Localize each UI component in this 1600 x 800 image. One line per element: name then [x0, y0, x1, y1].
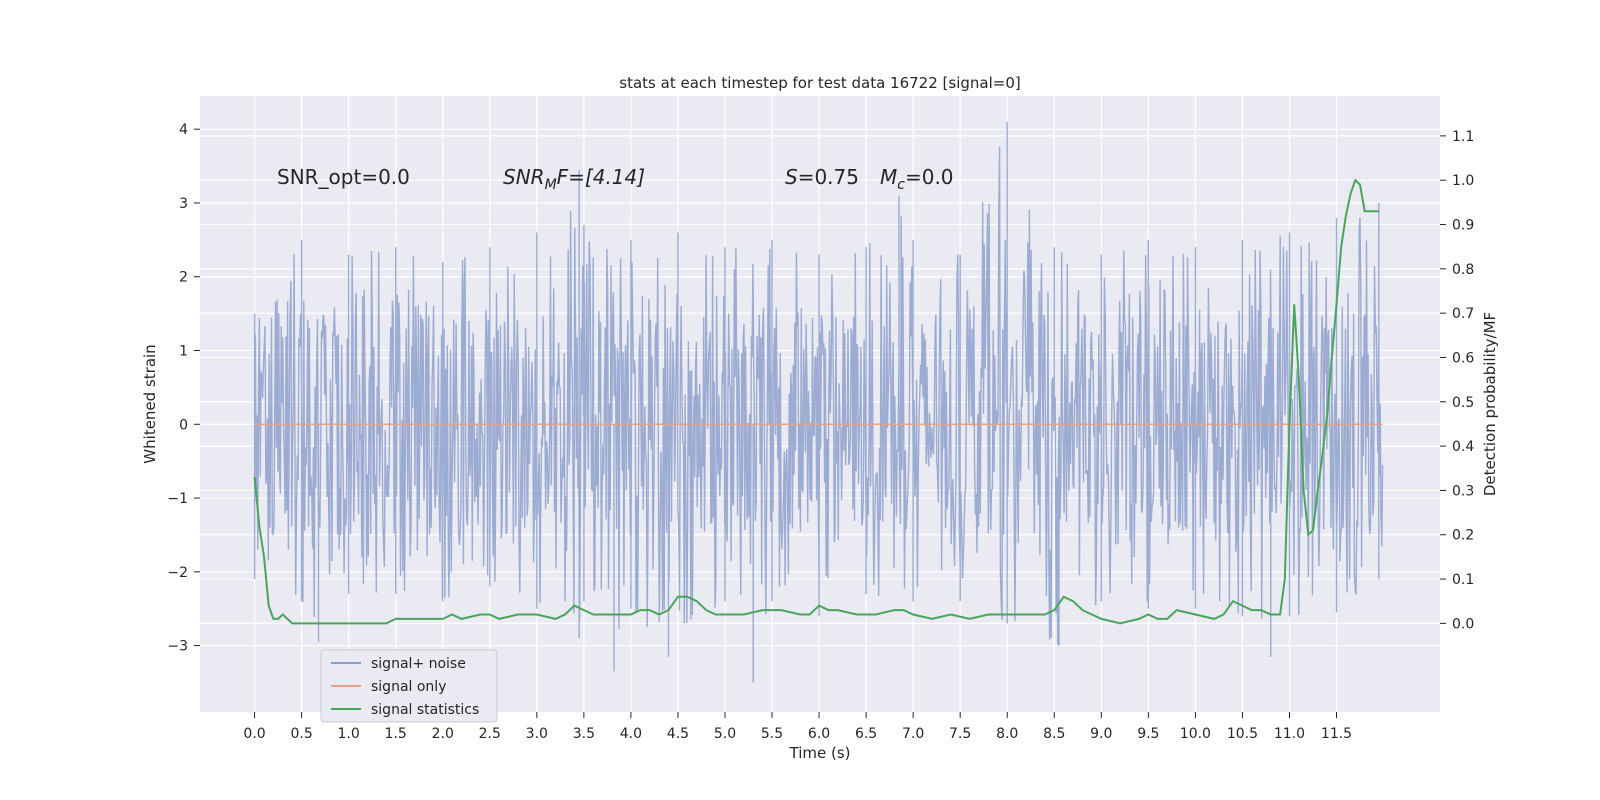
y-right-tick-label: 0.2 — [1452, 528, 1474, 544]
y-right-axis-ticks: 0.0 0.1 0.2 0.3 0.4 0.5 0.6 0.7 0.8 0.9 1.0 1.1 — [1440, 129, 1474, 632]
y-right-tick-label: 0.8 — [1452, 262, 1474, 278]
annotation-mc: Mc=0.0 — [880, 165, 954, 193]
y-right-tick-label: 0.4 — [1452, 439, 1474, 455]
snr-mf-subscript: M — [545, 177, 557, 193]
x-tick-label: 9.0 — [1090, 726, 1112, 742]
x-tick-label: 2.5 — [479, 726, 501, 742]
x-tick-label: 10.0 — [1180, 726, 1211, 742]
x-tick-label: 0.5 — [290, 726, 312, 742]
y-axis-label: Whitened strain — [141, 344, 159, 463]
x-tick-label: 5.5 — [761, 726, 783, 742]
y-right-tick-label: 0.9 — [1452, 218, 1474, 234]
x-axis-ticks: 0.0 0.5 1.0 1.5 2.0 2.5 3.0 3.5 4.0 4.5 5.0 5.5 6.0 6… — [243, 712, 1352, 742]
y-right-tick-label: 0.5 — [1452, 395, 1474, 411]
y-right-axis-label: Detection probability/MF — [1481, 312, 1499, 496]
chart-title: stats at each timestep for test data 167… — [619, 74, 1020, 92]
x-tick-label: 0.0 — [243, 726, 265, 742]
annotation-s: S=0.75 — [785, 165, 859, 189]
x-tick-label: 11.0 — [1274, 726, 1305, 742]
x-tick-label: 9.5 — [1137, 726, 1159, 742]
legend-label-noise: signal+ noise — [371, 656, 466, 672]
y-tick-label: 4 — [179, 122, 188, 138]
annotation-snr-mf: SNRMF=[4.14] — [503, 165, 645, 193]
x-tick-label: 4.0 — [620, 726, 642, 742]
annotation-snr-opt: SNR_opt=0.0 — [277, 165, 410, 189]
x-tick-label: 8.5 — [1043, 726, 1065, 742]
series-line-signal-statistics — [253, 178, 1379, 625]
x-tick-label: 1.0 — [338, 726, 360, 742]
mc-symbol: M — [880, 165, 897, 189]
y-right-tick-label: 0.3 — [1452, 483, 1474, 499]
y-tick-label: 2 — [179, 270, 188, 286]
y-right-tick-label: 1.0 — [1452, 173, 1474, 189]
snr-mf-value: F=[4.14] — [557, 165, 645, 189]
y-right-tick-label: 0.7 — [1452, 306, 1474, 322]
x-tick-label: 3.0 — [526, 726, 548, 742]
noise-series-layer — [253, 121, 1384, 683]
y-axis-ticks: −3 −2 −1 0 1 2 3 4 — [167, 122, 200, 655]
y-tick-label: −3 — [167, 639, 188, 655]
series-line-signal-plus-noise — [253, 121, 1384, 683]
x-tick-label: 10.5 — [1227, 726, 1258, 742]
s-value: =0.75 — [798, 165, 859, 189]
x-tick-label: 11.5 — [1321, 726, 1352, 742]
x-tick-label: 8.0 — [996, 726, 1018, 742]
y-right-tick-label: 0.0 — [1452, 616, 1474, 632]
x-tick-label: 2.0 — [432, 726, 454, 742]
y-right-tick-label: 0.1 — [1452, 572, 1474, 588]
y-tick-label: −2 — [167, 565, 188, 581]
snr-mf-symbol: SNR — [503, 165, 545, 189]
x-tick-label: 6.0 — [808, 726, 830, 742]
x-tick-label: 4.5 — [667, 726, 689, 742]
legend-label-statistics: signal statistics — [371, 702, 479, 718]
y-right-tick-label: 0.6 — [1452, 350, 1474, 366]
s-symbol: S — [785, 165, 798, 189]
legend-box — [320, 649, 498, 723]
mc-value: =0.0 — [905, 165, 954, 189]
legend: signal+ noise signal only signal statist… — [320, 649, 498, 723]
x-tick-label: 7.5 — [949, 726, 971, 742]
y-tick-label: 1 — [179, 344, 188, 360]
x-tick-label: 1.5 — [385, 726, 407, 742]
y-tick-label: 0 — [179, 417, 188, 433]
x-tick-label: 7.0 — [902, 726, 924, 742]
y-tick-label: 3 — [179, 196, 188, 212]
mc-subscript: c — [897, 177, 905, 193]
y-tick-label: −1 — [167, 491, 188, 507]
signal-statistics-series-layer — [253, 178, 1379, 625]
x-tick-label: 6.5 — [855, 726, 877, 742]
x-tick-label: 5.0 — [714, 726, 736, 742]
x-axis-label: Time (s) — [789, 744, 851, 762]
legend-label-signal-only: signal only — [371, 679, 446, 695]
y-right-tick-label: 1.1 — [1452, 129, 1474, 145]
x-tick-label: 3.5 — [573, 726, 595, 742]
